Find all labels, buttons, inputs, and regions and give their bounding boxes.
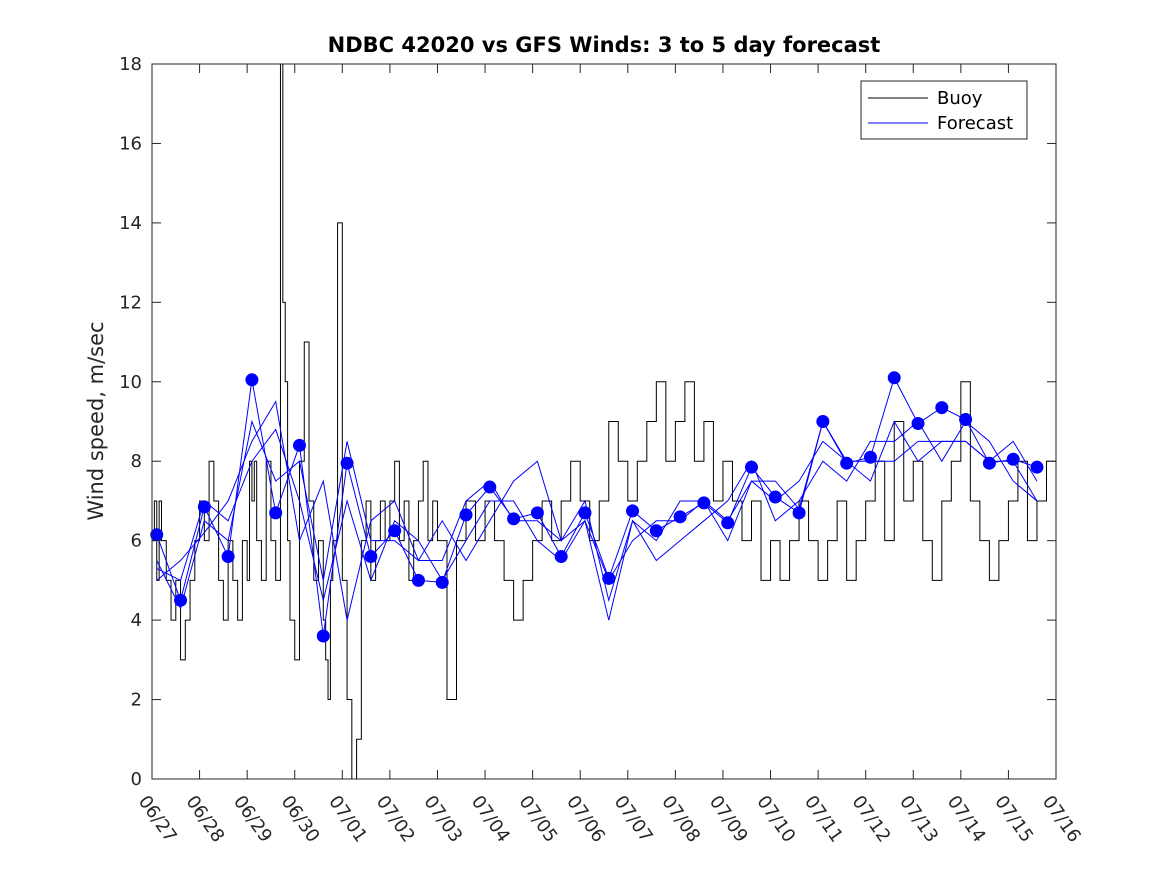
forecast-marker (697, 496, 711, 510)
buoy-line (152, 63, 1057, 780)
buoy-series (152, 63, 1057, 780)
forecast-marker (863, 450, 877, 464)
forecast-marker (626, 504, 640, 518)
forecast-marker (364, 550, 378, 564)
forecast-marker (197, 500, 211, 514)
forecast-marker (483, 480, 497, 494)
forecast-marker (1006, 452, 1020, 466)
forecast-marker (340, 456, 354, 470)
forecast-marker (459, 508, 473, 522)
forecast-marker (768, 490, 782, 504)
forecast-marker (554, 550, 568, 564)
forecast-line (156, 376, 1038, 637)
forecast-line (156, 420, 1038, 621)
y-tick-label: 14 (119, 213, 142, 234)
y-tick-label: 2 (131, 690, 142, 711)
legend: Buoy Forecast (860, 80, 1028, 140)
forecast-marker (530, 506, 544, 520)
forecast-marker (959, 413, 973, 427)
forecast-marker (887, 371, 901, 385)
forecast-marker (150, 528, 164, 542)
forecast-marker (221, 550, 235, 564)
y-tick-label: 10 (119, 372, 142, 393)
legend-box (860, 80, 1028, 140)
y-tick-label: 12 (119, 292, 142, 313)
forecast-marker (316, 629, 330, 643)
forecast-series (156, 376, 1038, 637)
y-tick-label: 18 (119, 54, 142, 75)
y-tick-label: 4 (131, 610, 142, 631)
forecast-marker (744, 460, 758, 474)
forecast-marker (792, 506, 806, 520)
forecast-marker (911, 416, 925, 430)
forecast-marker (816, 415, 830, 428)
y-axis-label: Wind speed, m/sec (84, 321, 108, 520)
forecast-marker (269, 506, 283, 520)
legend-forecast-label: Forecast (937, 113, 1013, 134)
plot-area (152, 64, 1056, 779)
forecast-marker (507, 512, 521, 526)
forecast-marker (578, 506, 592, 520)
forecast-marker (435, 575, 449, 589)
forecast-marker (602, 571, 616, 585)
forecast-marker (935, 401, 949, 415)
forecast-marker (673, 510, 687, 524)
forecast-marker (982, 456, 996, 470)
y-tick-label: 8 (131, 451, 142, 472)
y-tick-label: 0 (131, 769, 142, 790)
forecast-marker (292, 438, 306, 452)
legend-buoy-label: Buoy (937, 88, 983, 109)
forecast-marker (245, 373, 259, 387)
forecast-marker (388, 524, 402, 538)
plot-frame (151, 63, 1057, 780)
y-tick-label: 6 (131, 531, 142, 552)
chart-title: NDBC 42020 vs GFS Winds: 3 to 5 day fore… (328, 33, 881, 57)
forecast-markers (150, 371, 1044, 643)
forecast-marker (721, 516, 735, 530)
forecast-marker (1030, 460, 1044, 474)
forecast-marker (411, 573, 425, 587)
forecast-marker (649, 524, 663, 538)
forecast-marker (174, 593, 188, 607)
forecast-marker (840, 456, 854, 470)
y-axis: 0 2 4 6 8 10 12 14 16 18 (119, 54, 1056, 790)
y-tick-label: 16 (119, 133, 142, 154)
